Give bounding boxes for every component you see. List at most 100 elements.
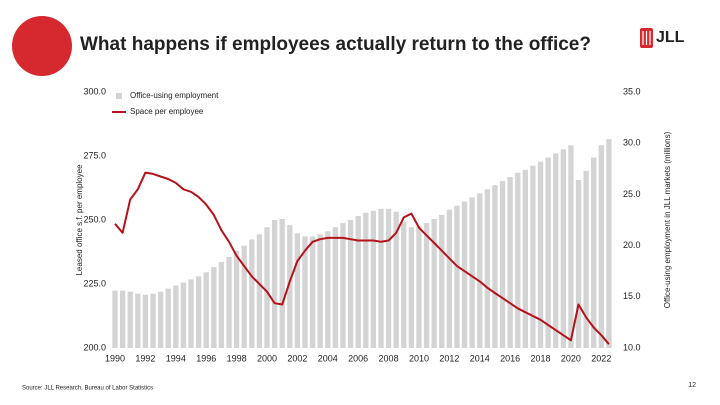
bar — [332, 227, 339, 348]
bar — [370, 210, 377, 348]
bar — [294, 233, 301, 348]
bar — [173, 285, 179, 348]
x-tick-label: 2008 — [379, 353, 399, 363]
y2-tick-label: 10.0 — [623, 342, 641, 352]
x-tick-label: 2004 — [318, 353, 338, 363]
bar — [378, 208, 384, 348]
bar — [142, 294, 149, 348]
legend-label: Office-using employment — [130, 91, 219, 100]
x-tick-label: 2006 — [348, 353, 368, 363]
bar — [287, 225, 293, 348]
bar — [431, 218, 437, 348]
bar — [302, 236, 308, 348]
bar — [195, 276, 202, 348]
bar — [416, 226, 422, 348]
bar — [165, 288, 171, 348]
y2-tick-label: 25.0 — [623, 189, 641, 199]
bar — [515, 172, 521, 348]
bar — [598, 145, 604, 348]
line — [114, 171, 610, 345]
bar — [211, 267, 217, 348]
y-tick-label: 275.0 — [83, 150, 106, 160]
y2-tick-label: 35.0 — [623, 86, 641, 96]
y-tick-label: 200.0 — [83, 342, 106, 352]
bar — [537, 161, 544, 348]
y-tick-label: 250.0 — [83, 214, 106, 224]
bar — [325, 231, 331, 348]
bar — [279, 218, 285, 348]
x-tick-label: 2020 — [561, 353, 581, 363]
logo-text: JLL — [656, 29, 685, 46]
bar — [226, 256, 232, 348]
x-tick-label: 1996 — [196, 353, 216, 363]
y2-tick-label: 20.0 — [623, 240, 641, 250]
logo: JLL — [640, 28, 685, 48]
decor-circle — [12, 16, 72, 76]
bar — [446, 209, 453, 348]
bar — [127, 291, 133, 348]
bar — [461, 201, 468, 348]
bar — [408, 227, 415, 348]
x-tick-label: 1992 — [135, 353, 155, 363]
legend-swatch — [116, 93, 122, 99]
bar — [385, 208, 392, 348]
bar — [317, 234, 323, 348]
bar — [477, 193, 483, 348]
bar — [256, 234, 263, 348]
bar — [188, 279, 194, 348]
bar — [203, 272, 209, 348]
x-tick-label: 2010 — [409, 353, 429, 363]
bar — [454, 205, 460, 348]
x-tick-label: 2018 — [531, 353, 551, 363]
x-tick-label: 1990 — [105, 353, 125, 363]
page-number: 12 — [688, 382, 696, 389]
bar — [439, 214, 445, 348]
source-note: Source: JLL Research, Bureau of Labor St… — [22, 386, 153, 392]
bar — [264, 227, 270, 348]
bar — [241, 245, 247, 348]
bar — [401, 222, 407, 348]
bar — [522, 169, 529, 348]
y-tick-label: 225.0 — [83, 278, 106, 288]
bar — [530, 165, 536, 348]
bar — [606, 139, 612, 348]
bar — [347, 220, 354, 348]
bar — [393, 211, 399, 348]
bar — [591, 157, 597, 348]
bar — [553, 153, 559, 348]
bar — [363, 212, 369, 348]
bar — [499, 181, 506, 348]
logo-stripes — [642, 31, 651, 45]
bar — [135, 293, 141, 348]
bar — [560, 149, 566, 348]
y2-tick-label: 30.0 — [623, 138, 641, 148]
y2-tick-label: 15.0 — [623, 291, 641, 301]
bar — [180, 282, 187, 348]
bar — [575, 180, 582, 348]
x-tick-label: 1998 — [227, 353, 247, 363]
bar — [233, 250, 240, 348]
bar — [568, 145, 574, 348]
x-tick-label: 2014 — [470, 353, 490, 363]
bar — [355, 215, 361, 348]
x-tick-label: 2000 — [257, 353, 277, 363]
bar — [545, 157, 551, 348]
x-tick-label: 1994 — [166, 353, 186, 363]
bar — [157, 291, 164, 348]
legend-label: Space per employee — [130, 107, 204, 116]
bar — [309, 236, 316, 348]
bar — [469, 197, 475, 348]
bar — [249, 239, 255, 348]
y-tick-label: 300.0 — [83, 86, 106, 96]
x-tick-label: 2016 — [500, 353, 520, 363]
bar — [112, 290, 118, 348]
x-tick-label: 2002 — [287, 353, 307, 363]
x-tick-label: 2012 — [439, 353, 459, 363]
x-tick-label: 2022 — [591, 353, 611, 363]
bar — [218, 261, 225, 348]
bar — [119, 290, 126, 348]
bar — [271, 220, 278, 348]
chart-title: What happens if employees actually retur… — [80, 34, 591, 55]
y2-axis-label: Office-using employment in JLL markets (… — [663, 131, 672, 308]
